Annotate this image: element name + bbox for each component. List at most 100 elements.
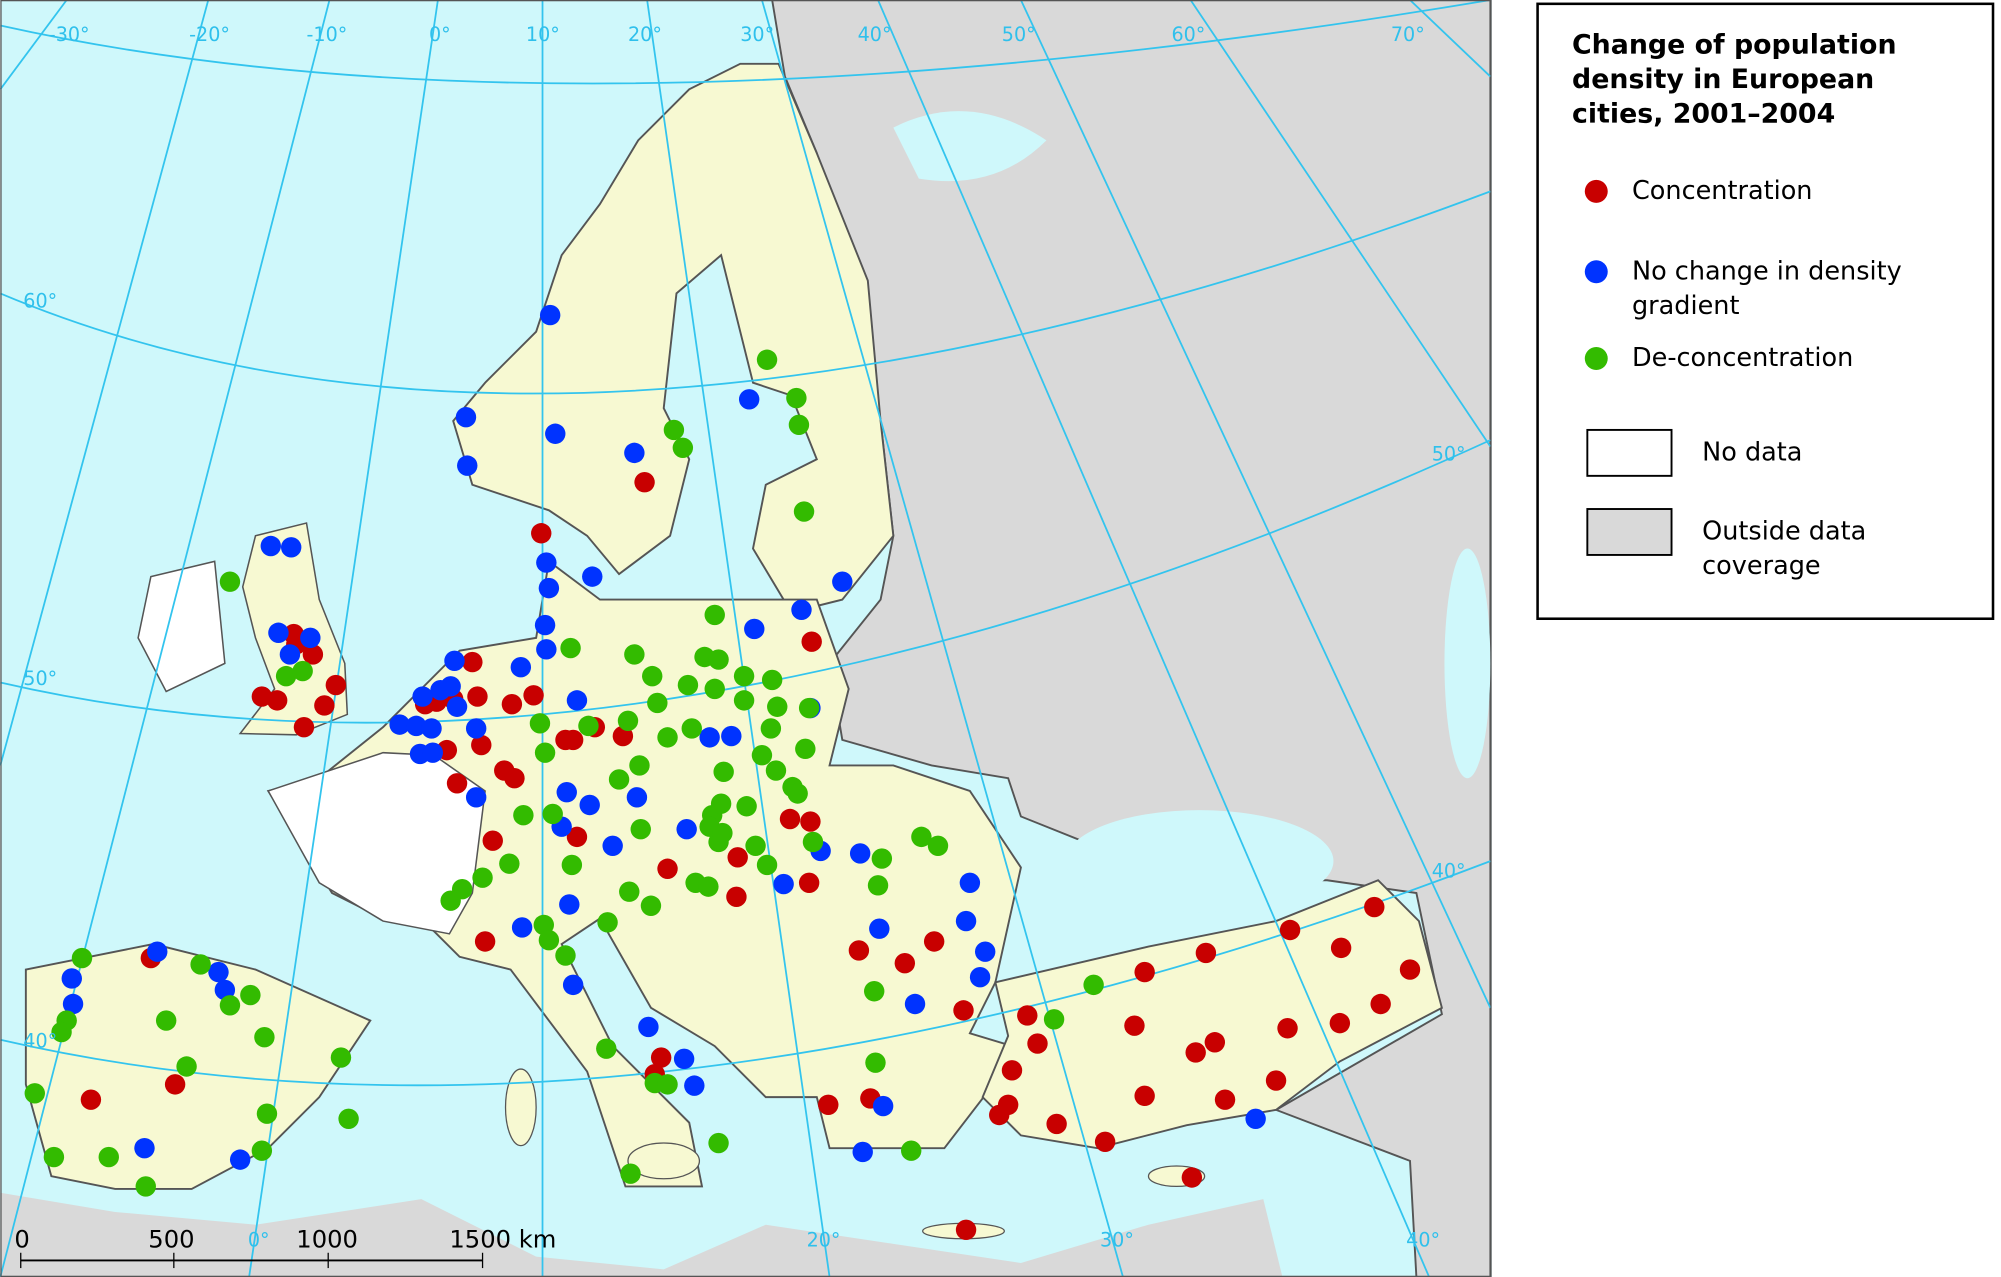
city-deconcentration: [620, 1163, 641, 1184]
legend-label: De-concentration: [1631, 341, 1854, 373]
city-no-change: [268, 622, 289, 643]
city-no-change: [849, 843, 871, 864]
city-no-change: [422, 742, 444, 763]
city-concentration: [1124, 1015, 1145, 1036]
city-concentration: [1195, 942, 1217, 964]
city-deconcentration: [745, 835, 766, 857]
legend-swatch: [1584, 179, 1608, 203]
parallel: [0, 190, 1491, 395]
city-no-change: [852, 1141, 873, 1163]
city-deconcentration: [98, 1146, 119, 1168]
city-deconcentration: [440, 890, 461, 911]
city-concentration: [325, 674, 347, 696]
city-deconcentration: [927, 835, 949, 857]
city-deconcentration: [657, 727, 678, 748]
city-no-change: [446, 696, 468, 717]
city-no-change: [536, 552, 557, 573]
legend-item-box: No data: [1702, 436, 1803, 467]
city-deconcentration: [135, 1176, 156, 1197]
city-no-change: [673, 1048, 695, 1070]
city-deconcentration: [240, 984, 261, 1006]
city-concentration: [1046, 1113, 1067, 1135]
legend-label: No data: [1702, 436, 1803, 467]
city-deconcentration: [561, 854, 583, 876]
city-concentration: [798, 872, 820, 894]
city-concentration: [467, 686, 488, 707]
city-concentration: [80, 1089, 102, 1110]
city-no-change: [536, 639, 557, 660]
city-no-change: [534, 614, 556, 636]
city-no-change: [465, 787, 487, 808]
city-deconcentration: [542, 803, 563, 825]
city-concentration: [1185, 1042, 1206, 1063]
city-concentration: [531, 523, 552, 544]
meridian: [1020, 0, 1492, 1009]
city-deconcentration: [756, 854, 778, 876]
city-concentration: [1017, 1005, 1038, 1026]
city-concentration: [848, 940, 870, 961]
city-concentration: [634, 472, 655, 493]
city-dots: [24, 304, 1421, 1241]
city-concentration: [1134, 961, 1155, 983]
city-no-change: [389, 714, 410, 735]
graticule-label: 60°: [1171, 23, 1205, 46]
north-africa: [0, 1192, 1283, 1277]
city-concentration: [523, 685, 544, 706]
city-no-change: [832, 571, 853, 592]
city-no-change: [562, 974, 584, 996]
city-deconcentration: [863, 981, 885, 1002]
city-no-change: [738, 389, 760, 410]
legend-item-box: No change in density gradient: [1632, 255, 1902, 320]
city-concentration: [1134, 1085, 1155, 1107]
graticule-label: 30°: [1100, 1228, 1134, 1251]
city-no-change: [412, 686, 433, 707]
city-deconcentration: [219, 571, 241, 592]
city-concentration: [1094, 1131, 1116, 1152]
city-deconcentration: [1043, 1009, 1065, 1030]
city-concentration: [471, 734, 492, 756]
graticule: [0, 0, 1492, 1277]
city-no-change: [406, 715, 427, 737]
city-no-change: [545, 423, 566, 444]
legend-swatch: [1586, 508, 1673, 556]
city-no-change: [61, 968, 82, 989]
city-no-change: [62, 993, 84, 1015]
black-sea: [1065, 810, 1334, 913]
city-deconcentration: [254, 1026, 275, 1048]
meridian: [1189, 0, 1492, 448]
city-deconcentration: [751, 745, 773, 766]
city-no-change: [279, 644, 301, 665]
city-deconcentration: [560, 637, 581, 659]
meridian: [0, 0, 331, 1277]
legend-item-box: Concentration: [1632, 175, 1812, 206]
graticule-label: 20°: [807, 1228, 841, 1251]
legend-swatch: [1584, 260, 1608, 284]
city-deconcentration: [786, 387, 807, 409]
graticule-label: 50°: [23, 667, 57, 690]
city-concentration: [1027, 1033, 1048, 1054]
map-frame: [0, 0, 1492, 1277]
city-deconcentration: [788, 414, 810, 436]
city-deconcentration: [704, 678, 725, 700]
city-deconcentration: [733, 690, 755, 711]
legend-label: Outside data coverage: [1702, 515, 1867, 581]
city-no-change: [280, 537, 302, 558]
city-no-change: [744, 618, 765, 640]
city-concentration: [801, 631, 822, 652]
city-deconcentration: [275, 665, 297, 687]
city-deconcentration: [865, 1052, 886, 1073]
city-deconcentration: [710, 793, 732, 814]
city-deconcentration: [787, 783, 808, 804]
graticule-label: 10°: [526, 23, 560, 46]
city-concentration: [1214, 1089, 1236, 1110]
city-deconcentration: [292, 660, 313, 682]
city-concentration: [1370, 993, 1391, 1015]
graticule-label: 20°: [628, 23, 662, 46]
land: [981, 879, 1444, 1150]
city-no-change: [582, 566, 603, 587]
city-no-change: [510, 656, 532, 678]
city-deconcentration: [190, 954, 211, 975]
city-deconcentration: [219, 995, 241, 1016]
